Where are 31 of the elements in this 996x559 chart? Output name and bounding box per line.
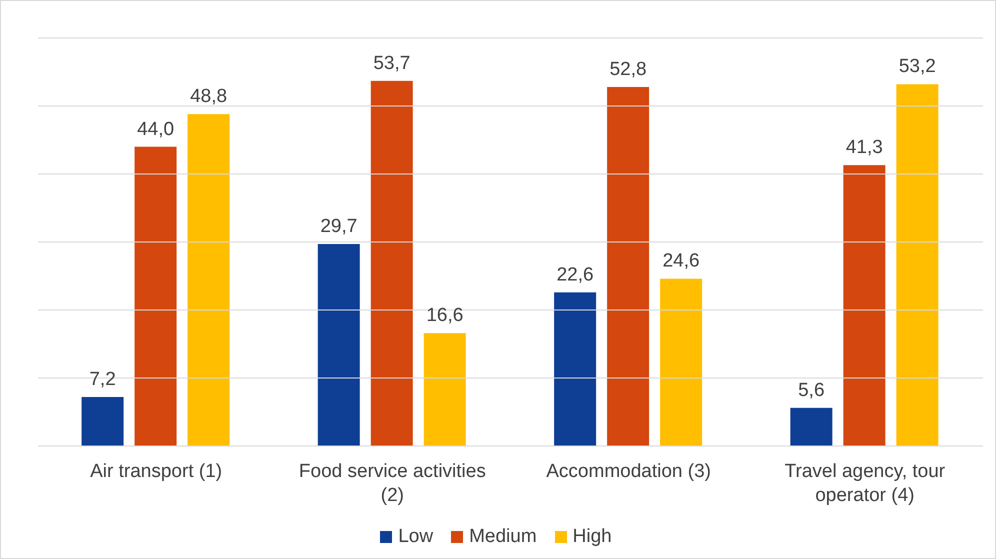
data-label: 48,8 — [190, 86, 228, 108]
legend-label: Low — [397, 526, 434, 548]
data-label: 53,7 — [373, 52, 410, 74]
bar — [660, 278, 702, 446]
bar — [134, 146, 177, 446]
data-label: 29,7 — [320, 216, 358, 238]
legend-label: High — [572, 526, 612, 548]
x-tick-label: Air transport (1) — [90, 461, 222, 482]
data-label: 22,6 — [556, 264, 594, 286]
legend-label: Medium — [468, 526, 537, 548]
data-label: 7,2 — [89, 369, 116, 390]
bar — [424, 333, 466, 446]
x-tick-label: Accommodation (3) — [546, 461, 711, 482]
bar — [82, 397, 124, 446]
data-label: 5,6 — [798, 380, 825, 401]
x-tick-label: Food service activities (2) — [298, 461, 486, 506]
bar — [188, 114, 230, 446]
data-label: 44,0 — [137, 118, 174, 140]
bar — [607, 86, 650, 446]
bar — [896, 84, 938, 446]
data-label: 16,6 — [426, 305, 464, 326]
data-label: 41,3 — [846, 137, 883, 158]
data-label: 53,2 — [898, 56, 936, 78]
data-label: 52,8 — [610, 58, 647, 80]
x-tick-label: Travel agency, tour operator (4) — [784, 461, 946, 506]
bar — [318, 244, 360, 446]
data-label: 24,6 — [662, 250, 700, 272]
bar — [370, 80, 413, 446]
bar — [843, 165, 886, 446]
bar — [554, 292, 596, 446]
bar — [790, 408, 832, 446]
